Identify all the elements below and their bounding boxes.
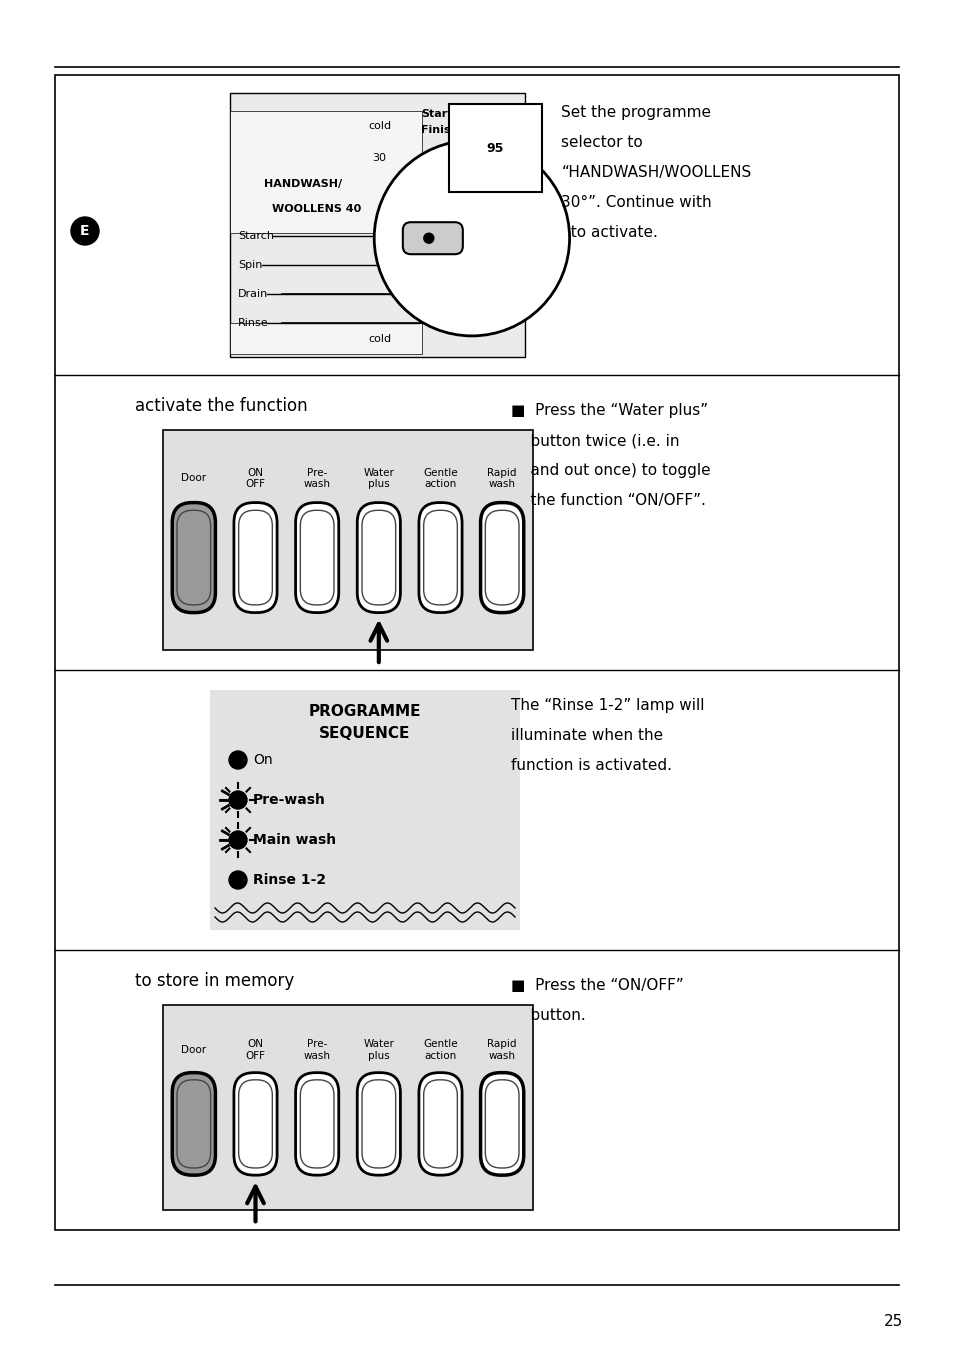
Text: Pre-
wash: Pre- wash xyxy=(303,1040,331,1061)
FancyBboxPatch shape xyxy=(233,503,276,612)
FancyBboxPatch shape xyxy=(480,1072,523,1175)
Text: 30°”. Continue with: 30°”. Continue with xyxy=(560,195,711,210)
FancyBboxPatch shape xyxy=(485,1080,518,1168)
Text: Set the programme: Set the programme xyxy=(560,105,711,120)
Circle shape xyxy=(374,141,569,335)
Text: to store in memory: to store in memory xyxy=(135,972,294,990)
FancyBboxPatch shape xyxy=(233,1072,276,1175)
Text: ON
OFF: ON OFF xyxy=(245,468,265,489)
Bar xyxy=(55,74,898,1230)
Text: Spin: Spin xyxy=(237,260,262,269)
Text: Drain: Drain xyxy=(237,288,268,299)
Text: to activate.: to activate. xyxy=(560,224,658,241)
Text: Pre-wash: Pre-wash xyxy=(253,794,326,807)
FancyBboxPatch shape xyxy=(485,510,518,604)
Text: button.: button. xyxy=(510,1009,585,1023)
FancyBboxPatch shape xyxy=(238,1080,272,1168)
Text: WOOLLENS 40: WOOLLENS 40 xyxy=(272,204,360,214)
Text: illuminate when the: illuminate when the xyxy=(510,727,662,744)
Text: function is activated.: function is activated. xyxy=(510,758,671,773)
FancyBboxPatch shape xyxy=(295,503,338,612)
Text: and out once) to toggle: and out once) to toggle xyxy=(510,462,710,479)
FancyBboxPatch shape xyxy=(402,222,462,254)
FancyBboxPatch shape xyxy=(361,1080,395,1168)
Text: ■  Press the “ON/OFF”: ■ Press the “ON/OFF” xyxy=(510,977,682,992)
FancyBboxPatch shape xyxy=(418,1072,461,1175)
Text: ON
OFF: ON OFF xyxy=(245,1040,265,1061)
FancyBboxPatch shape xyxy=(480,503,523,612)
Text: the function “ON/OFF”.: the function “ON/OFF”. xyxy=(510,493,705,508)
Bar xyxy=(230,323,421,354)
Text: Rinse 1-2: Rinse 1-2 xyxy=(253,873,326,887)
FancyBboxPatch shape xyxy=(238,510,272,604)
Text: SEQUENCE: SEQUENCE xyxy=(319,726,410,741)
Text: Door: Door xyxy=(181,473,206,484)
FancyBboxPatch shape xyxy=(300,510,334,604)
Circle shape xyxy=(229,791,247,808)
Circle shape xyxy=(229,871,247,890)
FancyBboxPatch shape xyxy=(172,503,215,612)
Text: selector to: selector to xyxy=(560,135,642,150)
FancyBboxPatch shape xyxy=(177,510,211,604)
Text: E: E xyxy=(80,224,90,238)
Text: Gentle
action: Gentle action xyxy=(423,468,457,489)
FancyBboxPatch shape xyxy=(423,1080,456,1168)
Text: Water
plus: Water plus xyxy=(363,468,394,489)
Text: Gentle
action: Gentle action xyxy=(423,1040,457,1061)
FancyBboxPatch shape xyxy=(356,1072,400,1175)
Text: 25: 25 xyxy=(883,1314,902,1329)
Bar xyxy=(163,1005,533,1210)
Text: Rapid
wash: Rapid wash xyxy=(487,1040,517,1061)
FancyBboxPatch shape xyxy=(356,503,400,612)
Bar xyxy=(230,111,421,233)
FancyBboxPatch shape xyxy=(295,1072,338,1175)
Circle shape xyxy=(71,218,99,245)
Text: Finish: Finish xyxy=(420,126,457,135)
FancyBboxPatch shape xyxy=(177,1080,211,1168)
FancyBboxPatch shape xyxy=(423,510,456,604)
Text: On: On xyxy=(253,753,273,767)
Circle shape xyxy=(423,233,434,243)
Text: “HANDWASH/WOOLLENS: “HANDWASH/WOOLLENS xyxy=(560,165,751,180)
Text: cold: cold xyxy=(368,122,391,131)
FancyBboxPatch shape xyxy=(418,503,461,612)
Text: Rapid
wash: Rapid wash xyxy=(487,468,517,489)
Circle shape xyxy=(229,750,247,769)
Text: button twice (i.e. in: button twice (i.e. in xyxy=(510,433,679,448)
Text: ■  Press the “Water plus”: ■ Press the “Water plus” xyxy=(510,403,707,418)
FancyBboxPatch shape xyxy=(361,510,395,604)
Text: activate the function: activate the function xyxy=(135,397,307,415)
Text: PROGRAMME: PROGRAMME xyxy=(309,704,421,719)
Text: Pre-
wash: Pre- wash xyxy=(303,468,331,489)
Text: Start/: Start/ xyxy=(421,110,456,119)
Text: Door: Door xyxy=(181,1045,206,1055)
Bar xyxy=(210,690,519,930)
Circle shape xyxy=(229,831,247,849)
Text: 30: 30 xyxy=(373,153,386,162)
Text: Main wash: Main wash xyxy=(253,833,335,846)
Text: Rinse: Rinse xyxy=(237,318,269,327)
FancyBboxPatch shape xyxy=(172,1072,215,1175)
FancyBboxPatch shape xyxy=(300,1080,334,1168)
Text: Water
plus: Water plus xyxy=(363,1040,394,1061)
Text: cold: cold xyxy=(368,334,391,343)
Text: HANDWASH/: HANDWASH/ xyxy=(264,180,341,189)
Text: 95: 95 xyxy=(486,142,503,155)
Text: The “Rinse 1-2” lamp will: The “Rinse 1-2” lamp will xyxy=(510,698,703,713)
Text: Starch: Starch xyxy=(237,231,274,241)
Bar xyxy=(163,430,533,650)
Bar xyxy=(230,93,524,357)
